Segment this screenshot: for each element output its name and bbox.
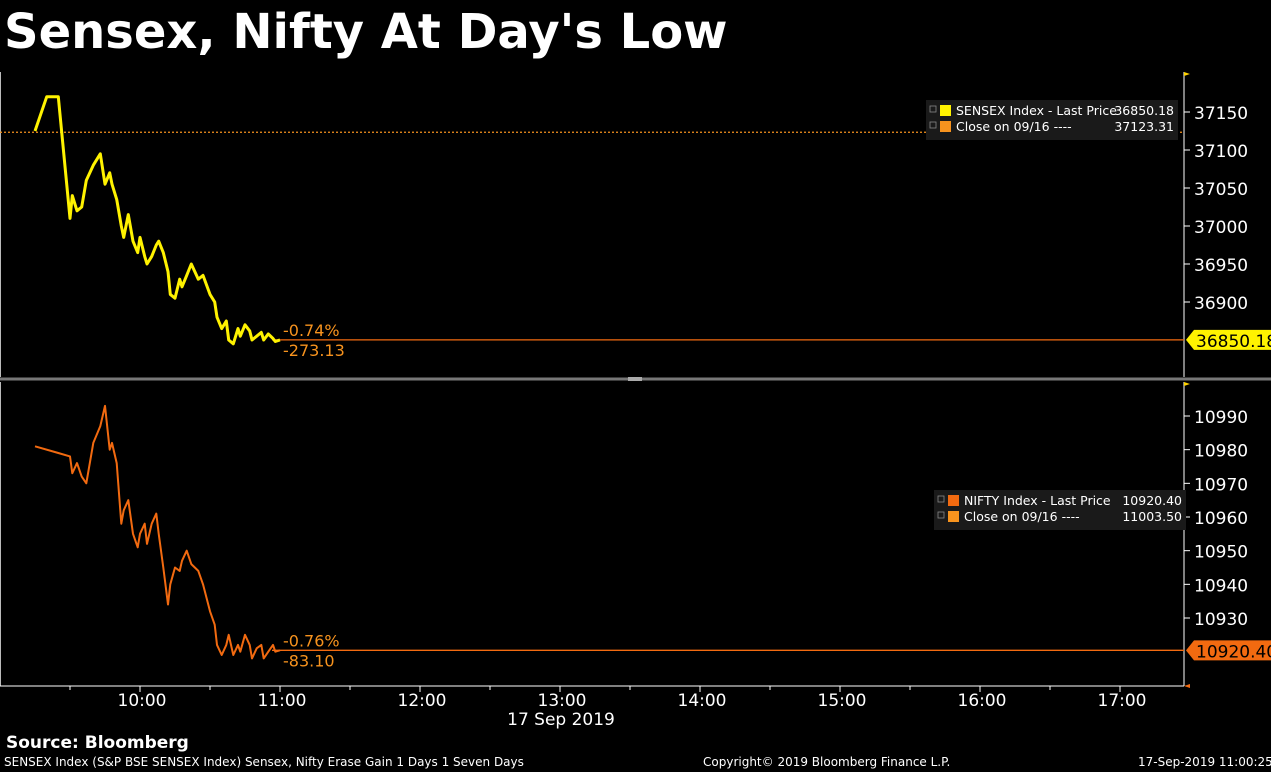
last-price-tag: 36850.18 xyxy=(1186,329,1271,352)
sensex-series-line xyxy=(33,95,281,346)
nifty-series-line xyxy=(34,404,281,660)
y-tick-label: 10970 xyxy=(1194,475,1248,495)
divider-handle xyxy=(628,377,642,381)
legend-label: NIFTY Index - Last Price xyxy=(964,493,1111,508)
axis-top-marker xyxy=(1184,72,1190,76)
x-tick-label: 11:00 xyxy=(258,691,307,711)
x-tick-label: 12:00 xyxy=(398,691,447,711)
x-tick-label: 14:00 xyxy=(678,691,727,711)
y-tick-label: 10980 xyxy=(1194,442,1248,462)
y-tick-label: 37000 xyxy=(1194,218,1248,238)
nifty-panel: 10930 10940 10950 10960 10970 10980 10990 10920… xyxy=(0,382,1271,686)
source-note: Source: Bloomberg xyxy=(6,733,189,753)
change-percent-label: -0.74% xyxy=(283,321,340,340)
x-axis-date-label: 17 Sep 2019 xyxy=(507,710,615,730)
legend-label: SENSEX Index - Last Price xyxy=(956,103,1117,118)
legend-label: Close on 09/16 ---- xyxy=(964,509,1080,524)
legend-value: 37123.31 xyxy=(1114,119,1174,134)
last-price-tag-bg xyxy=(1186,329,1271,350)
last-price-tag-bg xyxy=(1186,640,1271,661)
x-tick-label: 17:00 xyxy=(1098,691,1147,711)
legend-swatch xyxy=(940,121,951,132)
y-tick-label: 10950 xyxy=(1194,543,1248,563)
axis-top-marker xyxy=(1184,382,1190,386)
y-tick-label: 36950 xyxy=(1194,256,1248,276)
axis-bottom-marker xyxy=(1184,684,1190,688)
x-tick-label: 16:00 xyxy=(958,691,1007,711)
x-tick-label: 10:00 xyxy=(118,691,167,711)
copyright-note: Copyright© 2019 Bloomberg Finance L.P. xyxy=(703,755,951,769)
y-tick-label: 37100 xyxy=(1194,142,1248,162)
legend-value: 11003.50 xyxy=(1122,509,1182,524)
legend: NIFTY Index - Last Price 10920.40 Close on… xyxy=(934,490,1186,530)
last-price-tag: 10920.40 xyxy=(1186,640,1271,662)
y-tick-label: 37050 xyxy=(1194,180,1248,200)
legend-swatch xyxy=(948,511,959,522)
y-tick-label: 10990 xyxy=(1194,408,1248,428)
legend-value: 10920.40 xyxy=(1122,493,1182,508)
y-tick-label: 36900 xyxy=(1194,294,1248,314)
y-tick-label: 10940 xyxy=(1194,576,1248,596)
sensex-panel: 36900 36950 37000 37050 37100 37150 36850.18 -0… xyxy=(0,72,1271,377)
chart-title: Sensex, Nifty At Day's Low xyxy=(4,4,728,60)
y-tick-label: 37150 xyxy=(1194,104,1248,124)
legend-expander-icon xyxy=(929,121,937,129)
last-price-tag-label: 10920.40 xyxy=(1196,642,1271,662)
legend-swatch xyxy=(948,495,959,506)
change-points-label: -83.10 xyxy=(283,651,335,670)
x-tick-label: 13:00 xyxy=(538,691,587,711)
legend-expander-icon xyxy=(937,511,945,519)
y-tick-label: 10930 xyxy=(1194,610,1248,630)
y-tick-label: 10960 xyxy=(1194,509,1248,529)
time-axis: 10:00 11:00 12:00 13:00 14:00 15:00 16:00 17:00… xyxy=(0,684,1190,730)
change-percent-label: -0.76% xyxy=(283,631,340,650)
change-points-label: -273.13 xyxy=(283,341,345,360)
legend-expander-icon xyxy=(937,495,945,503)
legend-value: 36850.18 xyxy=(1114,103,1174,118)
legend-label: Close on 09/16 ---- xyxy=(956,119,1072,134)
legend-bg xyxy=(926,100,1178,140)
legend-bg xyxy=(934,490,1186,530)
legend-expander-icon xyxy=(929,105,937,113)
chart-description: SENSEX Index (S&P BSE SENSEX Index) Sens… xyxy=(4,755,524,769)
last-price-tag-label: 36850.18 xyxy=(1196,332,1271,352)
legend-swatch xyxy=(940,105,951,116)
x-tick-label: 15:00 xyxy=(818,691,867,711)
timestamp: 17-Sep-2019 11:00:25 xyxy=(1138,755,1271,769)
